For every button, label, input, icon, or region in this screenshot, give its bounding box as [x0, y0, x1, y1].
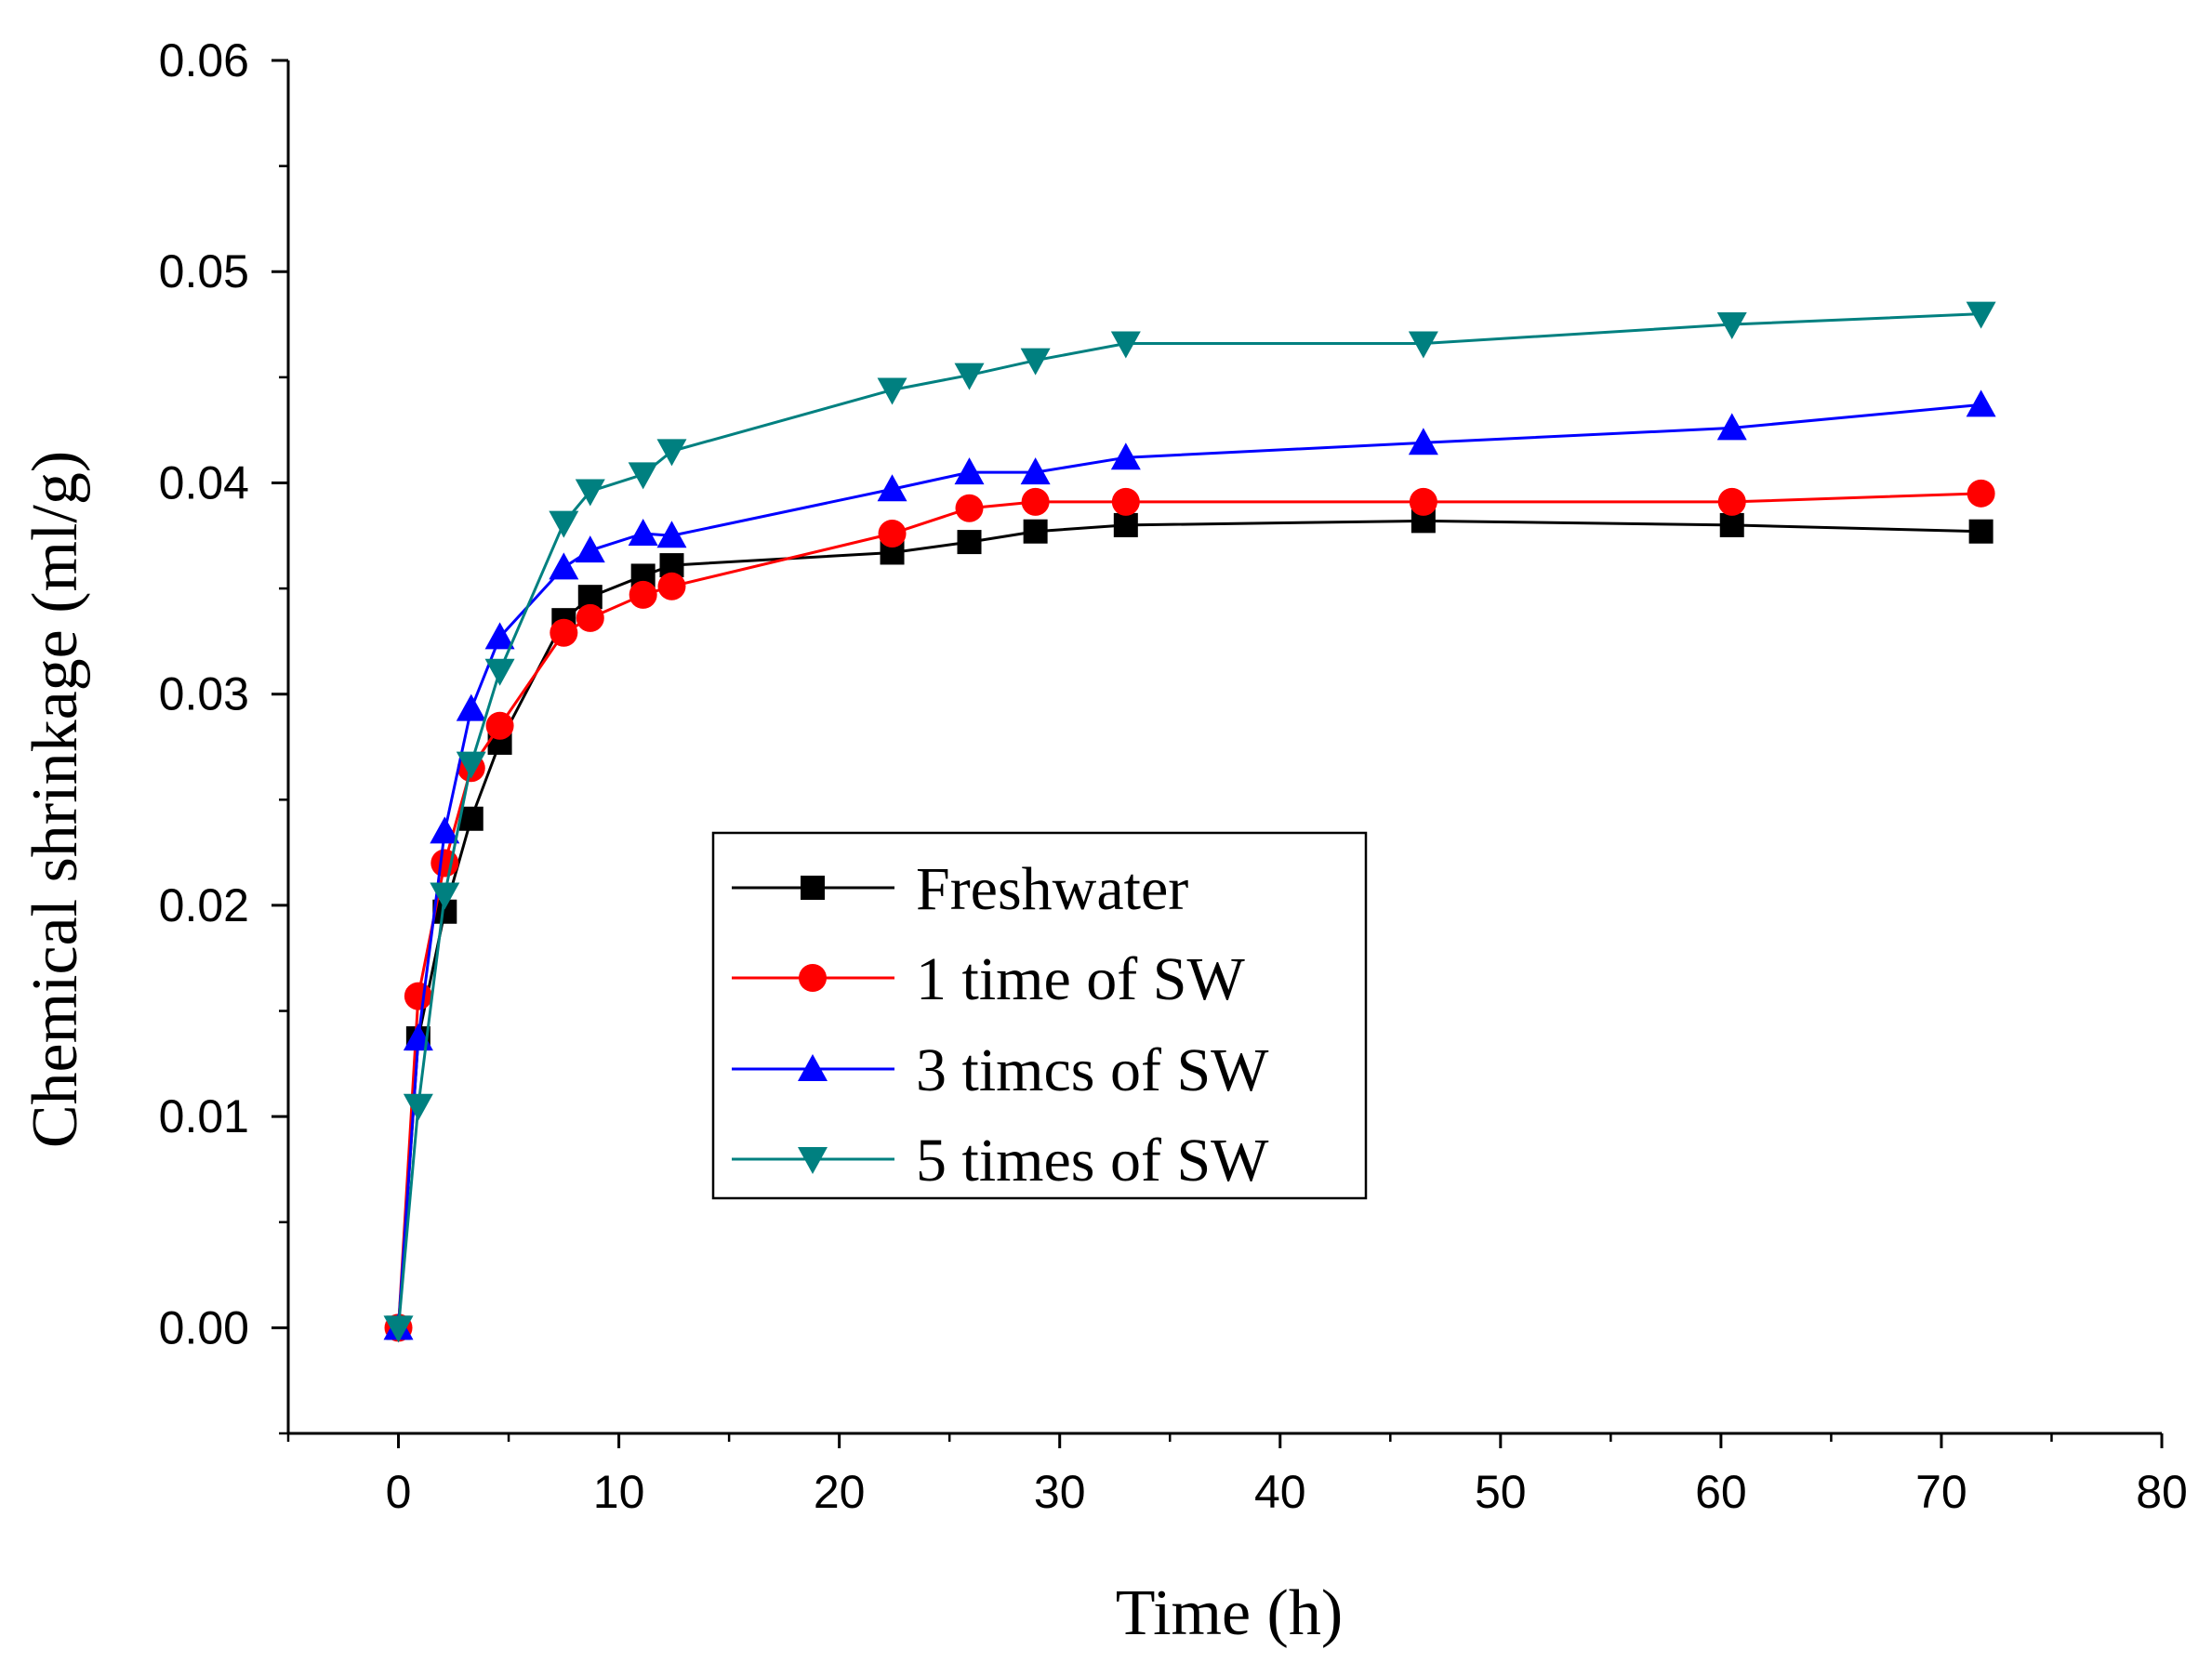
data-point	[430, 882, 460, 910]
data-point	[456, 751, 486, 779]
data-point	[1110, 331, 1141, 359]
data-point	[656, 521, 687, 548]
x-axis-title: Time (h)	[1116, 1577, 1343, 1649]
legend-entry-3: 5 times of SW	[732, 1127, 1269, 1194]
series-layer	[383, 301, 1996, 1343]
data-point	[954, 457, 985, 485]
series-2	[383, 389, 1996, 1340]
data-point	[576, 603, 604, 632]
x-tick-label: 80	[2136, 1466, 2188, 1518]
legend-marker	[798, 1147, 828, 1174]
data-point	[549, 552, 579, 580]
x-tick-label: 40	[1254, 1466, 1306, 1518]
data-point	[1966, 301, 1996, 329]
data-point	[1716, 312, 1747, 340]
x-tick-label: 30	[1034, 1466, 1086, 1518]
x-tick-label: 0	[386, 1466, 412, 1518]
data-point	[484, 658, 515, 686]
x-tick-label: 60	[1695, 1466, 1747, 1518]
data-point	[456, 693, 486, 721]
data-point	[1111, 487, 1140, 516]
data-point	[629, 580, 657, 609]
legend-marker	[798, 1054, 828, 1081]
series-line-2	[397, 403, 1981, 1328]
x-tick-label: 70	[1915, 1466, 1967, 1518]
legend-entry-1: 1 time of SW	[732, 945, 1245, 1013]
y-axis-title: Chemical shrinkage (ml/g)	[20, 451, 91, 1148]
legend-marker	[801, 876, 825, 900]
data-point	[1023, 519, 1048, 544]
data-point	[1021, 487, 1050, 516]
data-point	[549, 510, 579, 538]
x-tick-label: 10	[593, 1466, 645, 1518]
legend-entries: Freshwater 1 time of SW 3 timcs of SW 5 tim…	[732, 855, 1269, 1194]
data-point	[575, 479, 605, 507]
y-tick-label: 0.01	[159, 1090, 249, 1142]
data-point	[430, 816, 460, 844]
data-point	[383, 1315, 414, 1343]
data-point	[1020, 457, 1051, 485]
legend-marker	[799, 964, 827, 992]
legend-label: Freshwater	[916, 855, 1188, 923]
data-point	[1020, 348, 1051, 376]
data-point	[485, 711, 514, 740]
data-point	[1967, 479, 1995, 508]
legend-label: 5 times of SW	[916, 1127, 1269, 1194]
series-3	[383, 301, 1996, 1343]
y-tick-label: 0.06	[159, 34, 249, 86]
x-tick-label: 50	[1475, 1466, 1527, 1518]
data-point	[1717, 487, 1746, 516]
series-1	[384, 479, 1995, 1342]
data-point	[1716, 413, 1747, 441]
data-point	[657, 572, 686, 600]
data-point	[1113, 512, 1138, 537]
data-point	[877, 474, 907, 502]
x-tick-label: 20	[814, 1466, 866, 1518]
data-point	[878, 519, 907, 548]
data-point	[628, 518, 658, 546]
legend-label: 1 time of SW	[916, 945, 1245, 1013]
y-tick-label: 0.02	[159, 879, 249, 931]
data-point	[403, 1093, 433, 1121]
data-point	[656, 439, 687, 467]
legend-entry-0: Freshwater	[732, 855, 1188, 923]
axes-layer	[286, 60, 2162, 1435]
y-tick-label: 0.05	[159, 245, 249, 297]
y-tick-label: 0.03	[159, 668, 249, 720]
legend-label: 3 timcs of SW	[916, 1036, 1269, 1104]
data-point	[550, 618, 578, 647]
legend-entry-2: 3 timcs of SW	[732, 1036, 1269, 1104]
data-point	[1408, 331, 1438, 359]
data-point	[957, 530, 982, 555]
data-point	[484, 622, 515, 650]
data-point	[1408, 428, 1438, 455]
data-point	[575, 535, 605, 563]
data-point	[1409, 487, 1437, 516]
data-point	[628, 462, 658, 490]
legend: Freshwater 1 time of SW 3 timcs of SW 5 tim…	[711, 831, 1368, 1200]
data-point	[1966, 389, 1996, 417]
data-point	[1719, 512, 1744, 537]
data-point	[955, 494, 984, 522]
series-line-1	[397, 492, 1981, 1328]
y-tick-label: 0.04	[159, 456, 249, 508]
data-point	[404, 982, 432, 1010]
data-point	[1968, 519, 1993, 544]
ticks-layer: 0 10 20 30 40 50 60 70 80 0.00 0.01 0.02 0.03 0.04 0.0…	[159, 34, 2188, 1518]
y-tick-label: 0.00	[159, 1301, 249, 1353]
data-point	[1110, 442, 1141, 470]
data-point	[954, 363, 985, 390]
data-point	[877, 377, 907, 405]
